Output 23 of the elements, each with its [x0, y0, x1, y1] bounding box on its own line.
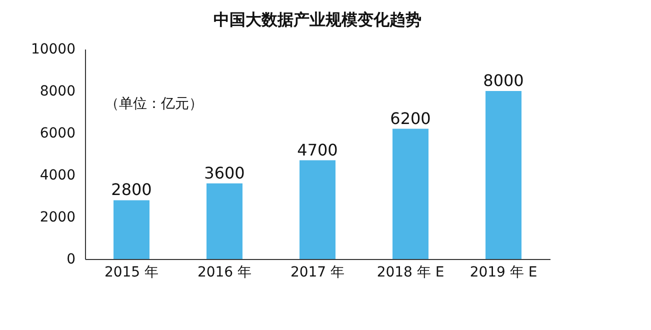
- x-tick-label: 2018 年 E: [376, 264, 444, 280]
- bar: [392, 128, 428, 259]
- y-tick-label: 2000: [40, 210, 76, 226]
- x-tick-label: 2017 年: [290, 264, 345, 280]
- data-label: 6200: [390, 108, 431, 128]
- y-tick-label: 6000: [40, 126, 76, 142]
- data-label: 4700: [297, 140, 338, 160]
- x-tick-label: 2015 年: [104, 264, 159, 280]
- bar: [206, 183, 242, 259]
- data-label: 2800: [111, 180, 152, 200]
- bar: [300, 160, 336, 259]
- y-tick-label: 4000: [40, 168, 76, 184]
- x-tick-label: 2016 年: [197, 264, 252, 280]
- x-tick-label: 2019 年 E: [470, 264, 538, 280]
- data-label: 3600: [204, 163, 245, 182]
- bar: [486, 91, 522, 259]
- data-label: 8000: [483, 71, 524, 90]
- y-tick-label: 10000: [30, 42, 76, 58]
- chart-title: 中国大数据产业规模变化趋势: [214, 10, 422, 29]
- bar: [114, 200, 150, 259]
- annotation: （单位：亿元）: [105, 96, 203, 112]
- y-tick-label: 0: [66, 252, 76, 268]
- y-tick-label: 8000: [40, 84, 76, 100]
